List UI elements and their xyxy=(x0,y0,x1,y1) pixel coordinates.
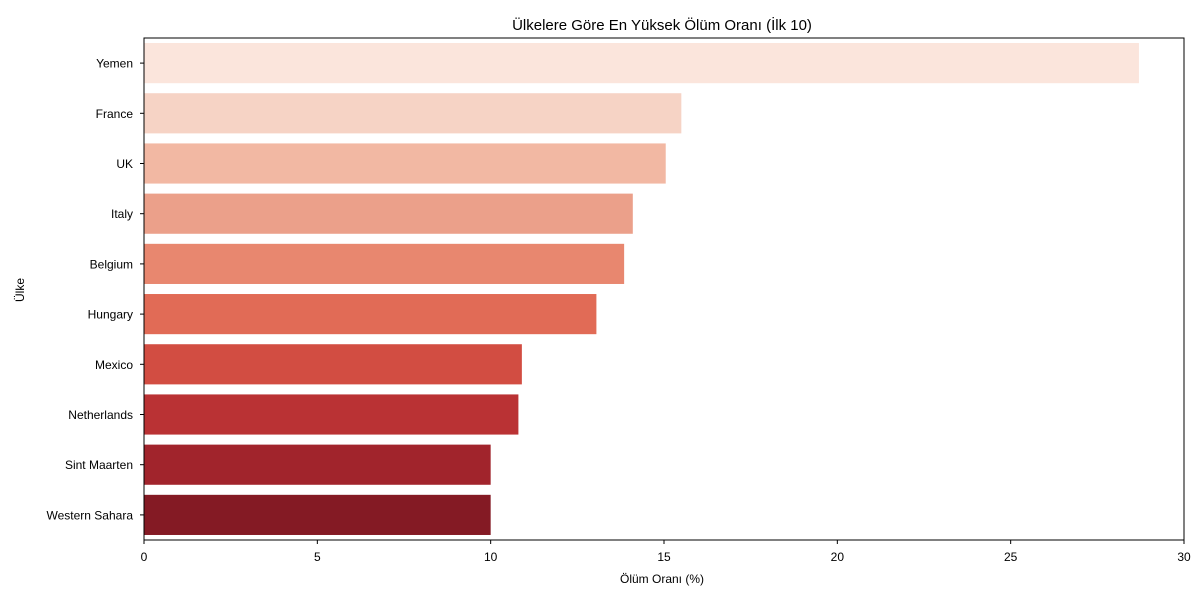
bar-hungary xyxy=(144,294,597,335)
x-tick-label: 20 xyxy=(831,550,845,564)
x-tick-label: 15 xyxy=(657,550,671,564)
y-tick-label: Yemen xyxy=(96,57,133,71)
x-tick-label: 25 xyxy=(1004,550,1018,564)
y-tick-label: Sint Maarten xyxy=(65,458,133,472)
y-tick-label: Netherlands xyxy=(68,408,133,422)
chart-title: Ülkelere Göre En Yüksek Ölüm Oranı (İlk … xyxy=(512,16,812,34)
bar-uk xyxy=(144,143,666,184)
bar-netherlands xyxy=(144,394,519,435)
bar-italy xyxy=(144,193,633,234)
bar-sint-maarten xyxy=(144,444,491,485)
y-tick-label: France xyxy=(96,107,134,121)
y-axis-label: Ülke xyxy=(13,278,27,302)
bar-western-sahara xyxy=(144,494,491,535)
y-tick-label: Mexico xyxy=(95,358,133,372)
y-tick-label: Belgium xyxy=(90,257,133,271)
x-tick-label: 0 xyxy=(141,550,148,564)
bars-group xyxy=(144,43,1139,535)
x-axis-label: Ölüm Oranı (%) xyxy=(620,572,704,586)
plot-frame xyxy=(143,37,1185,541)
y-tick-labels: Yemen France UK Italy Belgium Hungary Mexico Ne… xyxy=(47,57,144,522)
bar-france xyxy=(144,93,682,134)
x-ticks: 0 5 10 15 20 25 30 xyxy=(141,540,1191,564)
y-tick-label: UK xyxy=(116,157,133,171)
y-tick-label: Hungary xyxy=(88,308,133,322)
bar-belgium xyxy=(144,243,625,284)
bar-mexico xyxy=(144,344,522,385)
bar-yemen xyxy=(144,43,1139,84)
x-tick-label: 10 xyxy=(484,550,498,564)
x-tick-label: 5 xyxy=(314,550,321,564)
x-tick-label: 30 xyxy=(1177,550,1191,564)
y-tick-label: Western Sahara xyxy=(47,508,134,522)
y-tick-label: Italy xyxy=(111,207,133,221)
